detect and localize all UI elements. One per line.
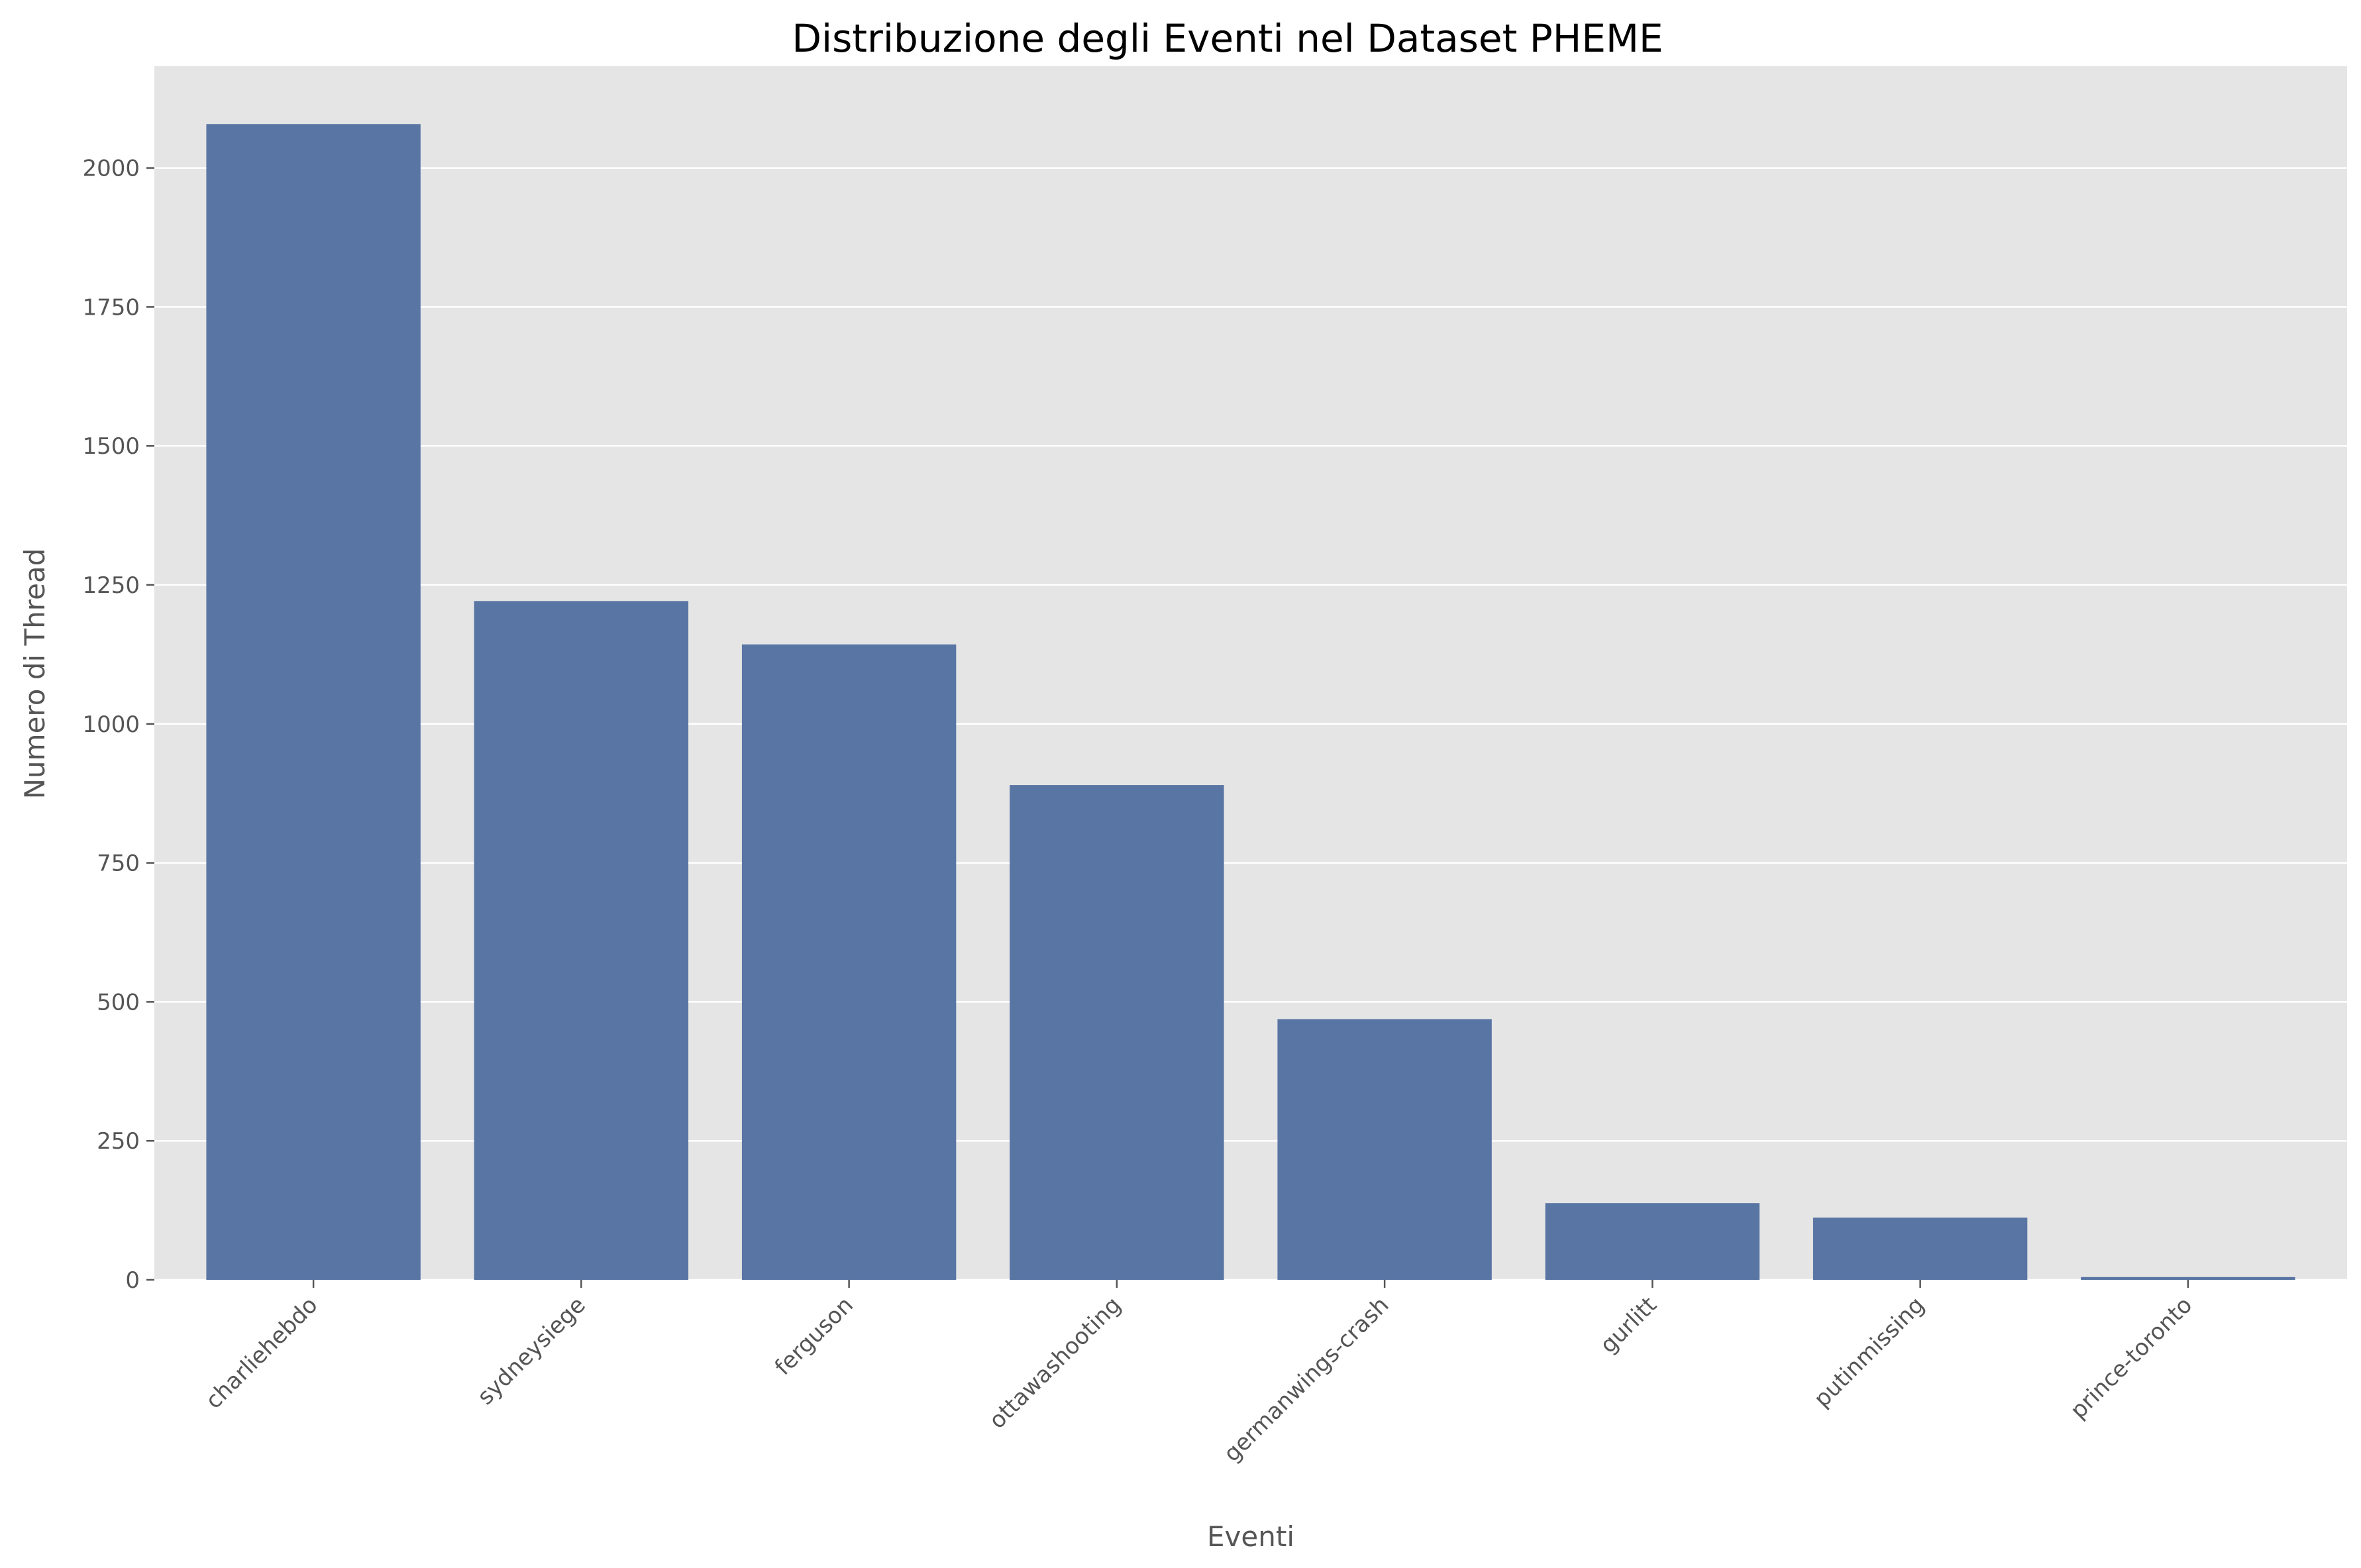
- x-tick-label: ottawashooting: [984, 1292, 1126, 1434]
- bars: [206, 124, 2295, 1280]
- y-tick-label: 1250: [82, 572, 140, 599]
- y-axis-ticks: 0 250 500 750 1000 1250 1500 1750 2000: [82, 156, 154, 1294]
- y-axis-label: Numero di Thread: [19, 549, 51, 800]
- bar-ottawashooting: [1010, 785, 1224, 1280]
- x-axis-label: Eventi: [1207, 1520, 1294, 1553]
- chart-title: Distribuzione degli Eventi nel Dataset P…: [792, 16, 1663, 61]
- x-tick-label: prince-toronto: [2066, 1292, 2198, 1424]
- y-tick-label: 1500: [82, 433, 140, 460]
- x-tick-label: sydneysiege: [472, 1292, 591, 1410]
- x-tick-label: putinmissing: [1809, 1292, 1930, 1412]
- y-tick-label: 500: [97, 989, 140, 1016]
- y-tick-label: 2000: [82, 156, 140, 182]
- bar-prince-toronto: [2081, 1277, 2295, 1280]
- x-tick-label: germanwings-crash: [1219, 1292, 1394, 1467]
- bar-germanwings-crash: [1277, 1019, 1492, 1280]
- bar-gurlitt: [1545, 1203, 1760, 1280]
- bar-charliehebdo: [206, 124, 421, 1280]
- x-tick-label: ferguson: [770, 1292, 859, 1381]
- y-tick-label: 0: [125, 1267, 140, 1294]
- x-axis-ticks: charliehebdo sydneysiege ferguson ottawasho…: [201, 1280, 2198, 1467]
- x-tick-label: gurlitt: [1595, 1292, 1662, 1359]
- x-tick-label: charliehebdo: [201, 1292, 323, 1414]
- y-tick-label: 250: [97, 1128, 140, 1155]
- bar-putinmissing: [1812, 1218, 2028, 1280]
- bar-sydneysiege: [474, 601, 689, 1280]
- y-tick-label: 1750: [82, 294, 140, 321]
- bar-ferguson: [741, 644, 957, 1280]
- y-tick-label: 750: [97, 851, 140, 877]
- y-tick-label: 1000: [82, 711, 140, 738]
